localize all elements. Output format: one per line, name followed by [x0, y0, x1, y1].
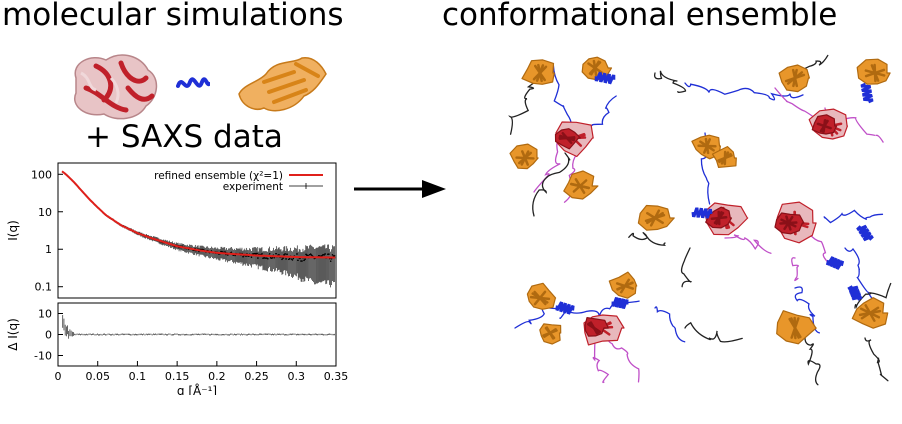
experiment-point	[324, 253, 326, 255]
experiment-point	[296, 253, 299, 255]
experiment-point	[297, 259, 299, 262]
experiment-point	[261, 253, 263, 255]
top-panel-frame	[57, 162, 337, 299]
legend: refined ensemble (χ²=1)experiment	[154, 170, 323, 193]
saxs-title: + SAXS data	[85, 119, 283, 155]
experiment-point	[321, 254, 323, 257]
linker-chain	[628, 232, 666, 246]
linker-chain	[864, 337, 889, 382]
linker-chain	[654, 70, 687, 93]
experiment-point	[275, 252, 278, 255]
experiment-point	[303, 259, 305, 262]
y-tick-label: 0.1	[35, 281, 53, 294]
blue-helix	[847, 285, 863, 301]
experiment-point	[327, 253, 330, 255]
experiment-point	[266, 257, 269, 260]
experiment-point	[278, 254, 280, 256]
linker-chain	[532, 152, 571, 217]
linker-chain	[684, 321, 743, 343]
y-tick-label: 10	[38, 308, 52, 321]
experiment-point	[288, 257, 291, 260]
experiment-point	[309, 253, 312, 255]
y-tick-label: 0	[45, 329, 52, 342]
blue-helix	[691, 207, 713, 219]
y-tick-label: 100	[31, 168, 52, 181]
linker-chain	[680, 247, 692, 288]
left-title: molecular simulations	[2, 0, 344, 33]
blue-helix-icon	[176, 77, 210, 88]
linker-chain	[804, 337, 821, 386]
linker-chain	[592, 336, 610, 384]
x-tick-label: 0.15	[165, 370, 190, 383]
blue-helix	[611, 297, 629, 309]
experiment-point	[329, 260, 332, 262]
linker-chain	[823, 209, 884, 224]
experiment-series	[61, 171, 336, 288]
residual-series	[62, 315, 335, 339]
linker-chain	[588, 95, 617, 134]
y-tick-label: 10	[38, 206, 52, 219]
blue-helix	[594, 71, 616, 85]
x-tick-label: 0.2	[208, 370, 226, 383]
refined-ensemble-line	[61, 170, 336, 259]
experiment-point	[291, 259, 294, 261]
experiment-point	[284, 253, 286, 255]
experiment-point	[304, 258, 306, 260]
orange-protein-domain-icon	[238, 57, 327, 112]
xlabel: q [Å⁻¹]	[177, 383, 217, 395]
x-tick-label: 0.1	[129, 370, 147, 383]
linker-chain	[844, 247, 882, 305]
bottom-ylabel: Δ I(q)	[6, 318, 20, 351]
linker-chain	[654, 306, 686, 343]
linker-chain	[604, 332, 640, 383]
right-arrow-icon	[354, 180, 446, 198]
x-tick-label: 0.25	[244, 370, 269, 383]
blue-helix	[555, 301, 575, 315]
right-title: conformational ensemble	[442, 0, 838, 33]
x-tick-label: 0.35	[324, 370, 349, 383]
y-tick-label: -10	[34, 350, 52, 363]
experiment-point	[271, 257, 274, 259]
linker-chain	[794, 286, 821, 334]
experiment-point	[292, 257, 295, 260]
experiment-point	[282, 257, 284, 260]
experiment-point	[273, 256, 276, 259]
blue-helix	[856, 224, 874, 242]
experiment-point	[256, 252, 259, 255]
conformational-ensemble	[508, 54, 892, 386]
experiment-point	[285, 258, 287, 260]
experiment-point	[257, 257, 259, 259]
blue-helix	[860, 82, 874, 104]
experiment-point	[285, 253, 288, 255]
red-protein-domain-icon	[73, 54, 158, 120]
blue-helix	[825, 256, 845, 270]
linker-chain	[854, 282, 892, 309]
legend-experiment-label: experiment	[223, 181, 283, 193]
experiment-point	[301, 260, 303, 262]
legend-refined-label: refined ensemble (χ²=1)	[154, 170, 283, 182]
experiment-point	[333, 254, 336, 257]
y-tick-label: 1	[45, 243, 52, 256]
linker-chain	[552, 64, 573, 134]
x-tick-label: 0.3	[288, 370, 306, 383]
linker-chain	[724, 234, 772, 254]
x-tick-label: 0	[55, 370, 62, 383]
experiment-point	[250, 256, 253, 259]
x-tick-label: 0.05	[85, 370, 110, 383]
top-ylabel: I(q)	[6, 220, 20, 241]
experiment-point	[281, 258, 283, 261]
experiment-point	[306, 254, 309, 257]
experiment-point	[254, 252, 257, 255]
experiment-point	[221, 250, 223, 253]
linker-chain	[791, 257, 799, 282]
experiment-point	[331, 253, 334, 256]
experiment-point	[242, 255, 244, 258]
experiment-point	[268, 252, 271, 255]
linker-chain	[508, 77, 544, 135]
experiment-point	[230, 251, 233, 254]
linker-chain	[684, 82, 804, 101]
